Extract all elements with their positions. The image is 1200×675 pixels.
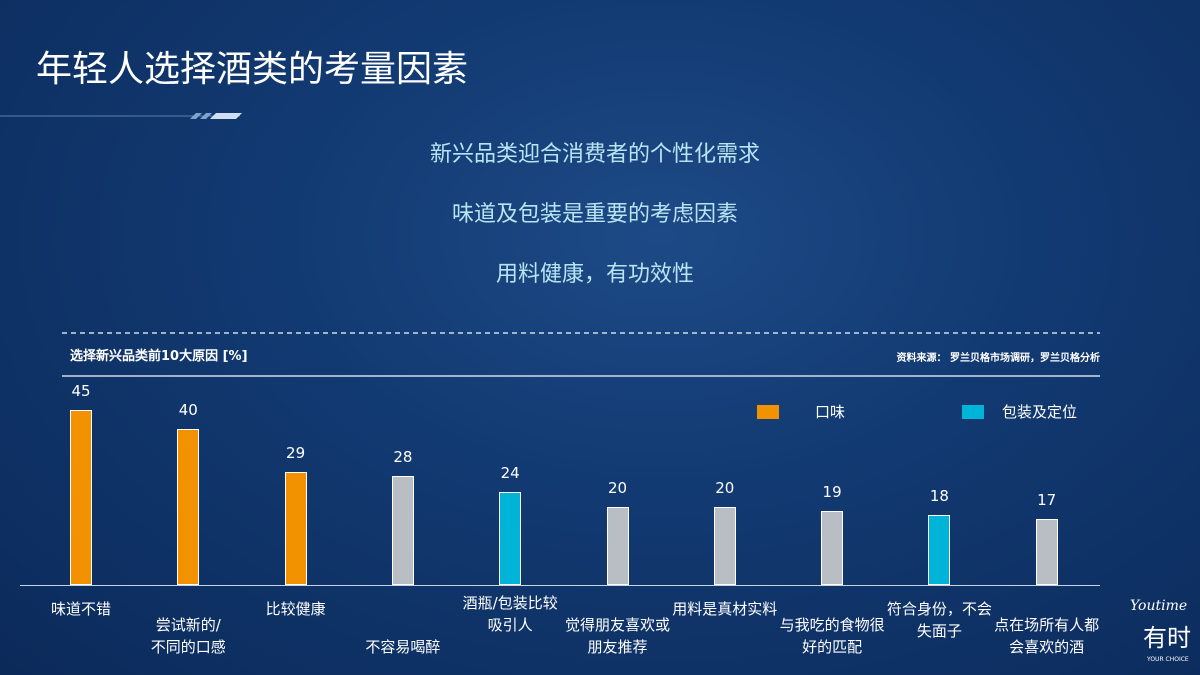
value-label: 20 [607,479,628,498]
value-label: 29 [286,444,306,463]
legend-swatch [757,405,779,419]
value-label: 45 [71,382,91,400]
baseline [20,585,1100,586]
value-label: 20 [715,479,735,498]
bar [177,429,200,585]
source: 资料来源： 罗兰贝格市场调研，罗兰贝格分析 [896,353,1100,364]
logo-tagline: YOUR CHOICE [1147,656,1189,663]
legend-label: 口味 [815,403,846,421]
x-tick-label: 不容易喝醉 [365,638,441,656]
bar [1035,518,1058,585]
x-tick-label: 点在场所有人都 会喜欢的酒 [994,616,1100,656]
x-tick-label: 尝试新的/ 不同的口感 [150,616,226,656]
bar [928,515,951,585]
value-label: 40 [178,401,198,420]
bar [606,507,629,585]
value-label: 17 [1037,490,1057,509]
value-label: 28 [393,448,413,467]
legend-swatch [962,405,984,419]
point: 味道及包装是重要的考虑因素 [451,202,738,227]
logo-name: 有时 [1143,624,1191,652]
chart-title: 选择新兴品类前10大原因 [%] [70,349,248,364]
value-label: 19 [822,483,842,502]
bar [284,472,307,585]
point: 新兴品类迎合消费者的个性化需求 [429,142,760,167]
x-tick-label: 与我吃的食物很 好的匹配 [779,616,885,656]
x-tick-label: 符合身份，不会 失面子 [886,600,992,640]
x-tick-label: 酒瓶/包装比较 吸引人 [462,594,558,634]
title-rule [0,113,242,119]
x-tick-label: 比较健康 [265,600,326,618]
point: 用料健康，有功效性 [495,262,694,287]
bar [713,507,736,585]
chart-rules [62,332,1100,377]
bar [821,511,844,585]
slide-title: 年轻人选择酒类的考量因素 [36,49,469,90]
value-label: 24 [500,463,520,482]
x-tick-label: 觉得朋友喜欢或 朋友推荐 [564,616,670,656]
x-tick-label: 用料是真材实料 [672,600,778,618]
logo-script: Youtime [1130,598,1188,614]
bar [70,410,92,585]
bar [391,476,414,585]
x-tick-label: 味道不错 [50,600,111,618]
bar [499,491,522,585]
value-label: 18 [929,487,949,505]
legend-label: 包装及定位 [1002,403,1078,421]
